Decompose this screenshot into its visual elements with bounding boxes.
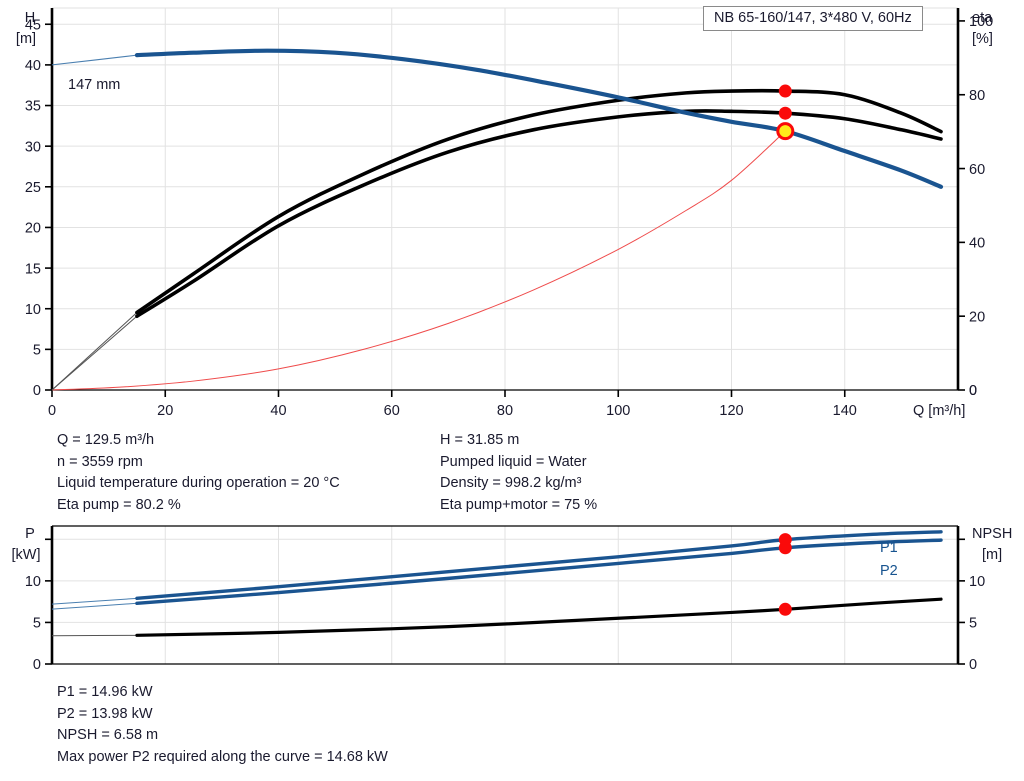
p-axis-title: P	[25, 526, 35, 542]
h-tick-label: 40	[25, 58, 41, 74]
power-npsh-chart: 0 5 10 0 5 10 P [kW] NPSH [m] P1 P2	[0, 516, 1024, 678]
eta-pump-motor-curve	[135, 109, 943, 318]
p1-curve	[135, 530, 943, 601]
top-tick-marks	[45, 20, 965, 397]
q-tick-label: 100	[606, 403, 630, 419]
top-axis-labels: 0 5 10 15 20 25 30 35 40 45 0 20 40 60 80 100 0 20 40 60 80 1…	[16, 10, 993, 419]
q-tick-label: 120	[719, 403, 743, 419]
power-summary-line: Max power P2 required along the curve = …	[57, 748, 388, 765]
operating-point-head[interactable]	[776, 122, 795, 141]
h-tick-label: 25	[25, 180, 41, 196]
summary-line: Liquid temperature during operation = 20…	[57, 475, 340, 491]
eta-zero-label: 0	[969, 383, 977, 399]
npsh-tick-label: 5	[969, 616, 977, 632]
impeller-diameter-label: 147 mm	[68, 77, 120, 93]
power-summary-column: P1 = 14.96 kW P2 = 13.98 kW NPSH = 6.58 …	[57, 682, 388, 768]
eta-axis-title: eta	[972, 10, 993, 26]
head-curve-thin	[51, 54, 138, 66]
summary-line: n = 3559 rpm	[57, 453, 143, 470]
power-summary-line: NPSH = 6.58 m	[57, 727, 159, 743]
power-summary-line: P1 = 14.96 kW	[57, 684, 153, 700]
eta-tick-label: 0	[969, 383, 977, 399]
summary-line: Eta pump = 80.2 %	[57, 496, 181, 513]
p2-curve-thin	[51, 602, 137, 610]
summary-left-column: Q = 129.5 m³/h n = 3559 rpm Liquid tempe…	[57, 430, 340, 516]
operating-point-eta-pump[interactable]	[778, 84, 792, 98]
eta-pump-curve-thin	[51, 312, 138, 391]
h-tick-label: 0	[33, 383, 41, 399]
npsh-trend-curve	[51, 130, 786, 391]
h-tick-label: 15	[25, 261, 41, 277]
h-tick-label: 10	[25, 302, 41, 318]
eta-tick-label: 20	[969, 309, 985, 325]
summary-line: Eta pump+motor = 75 %	[440, 496, 598, 513]
p1-curve-thin	[51, 597, 137, 605]
p1-series-label: P1	[880, 540, 898, 556]
power-summary-line: P2 = 13.98 kW	[57, 705, 153, 722]
head-curve	[134, 48, 944, 189]
npsh-curve	[135, 597, 943, 637]
q-tick-label: 20	[157, 403, 173, 419]
eta-axis-unit: [%]	[972, 31, 993, 47]
npsh-axis-unit: [m]	[982, 547, 1002, 563]
operating-point-eta-pump-motor[interactable]	[778, 106, 792, 120]
eta-pump-curve	[135, 88, 943, 315]
head-eta-chart: 0 5 10 15 20 25 30 35 40 45 0 20 40 60 80 100 0 20 40 60 80 1…	[16, 6, 993, 419]
power-summary: P1 = 14.96 kW P2 = 13.98 kW NPSH = 6.58 …	[0, 680, 1024, 775]
eta-tick-label: 40	[969, 236, 985, 252]
summary-line: Pumped liquid = Water	[440, 453, 587, 470]
eta-tick-label: 100	[969, 14, 993, 30]
operating-point-npsh[interactable]	[778, 602, 792, 616]
h-tick-label: 30	[25, 139, 41, 155]
h-tick-label: 20	[25, 221, 41, 237]
bottom-operating-points[interactable]	[778, 533, 792, 616]
h-axis-unit: [m]	[16, 31, 36, 47]
npsh-tick-label: 10	[969, 574, 985, 590]
summary-line: Density = 998.2 kg/m³	[440, 475, 582, 491]
npsh-axis-title: NPSH	[972, 526, 1012, 542]
h-tick-label: 35	[25, 99, 41, 115]
q-tick-label: 60	[384, 403, 400, 419]
h-tick-label: 5	[33, 343, 41, 359]
h-axis-title: H	[25, 10, 35, 26]
p-tick-label: 0	[33, 657, 41, 673]
npsh-tick-label: 0	[969, 657, 977, 673]
bottom-curves	[51, 530, 943, 637]
p2-curve	[135, 538, 943, 606]
p-axis-unit: [kW]	[12, 547, 41, 563]
eta-tick-label: 60	[969, 162, 985, 178]
summary-right-column: H = 31.85 m Pumped liquid = Water Densit…	[440, 430, 597, 516]
q-tick-label: 140	[833, 403, 857, 419]
p-tick-label: 5	[33, 616, 41, 632]
top-gridlines	[52, 7, 958, 391]
q-axis-title: Q [m³/h]	[913, 403, 965, 419]
bottom-axis-labels: 0 5 10 0 5 10 P [kW] NPSH [m] P1 P2	[12, 526, 1013, 673]
chart-title-box: NB 65-160/147, 3*480 V, 60Hz	[703, 6, 923, 31]
p-tick-label: 10	[25, 574, 41, 590]
top-operating-points[interactable]	[776, 84, 795, 141]
summary-line: H = 31.85 m	[440, 432, 520, 448]
h-tick-label: 45	[25, 17, 41, 33]
head-eta-chart-svg: 0 5 10 15 20 25 30 35 40 45 0 20 40 60 80 100 0 20 40 60 80 1…	[16, 7, 993, 419]
operating-point-p2[interactable]	[778, 541, 792, 555]
q-tick-label: 0	[48, 403, 56, 419]
q-tick-label: 80	[497, 403, 513, 419]
p2-series-label: P2	[880, 563, 898, 579]
eta-tick-label: 80	[969, 88, 985, 104]
bottom-tick-marks	[45, 538, 965, 665]
q-tick-label: 40	[270, 403, 286, 419]
power-npsh-chart-svg: 0 5 10 0 5 10 P [kW] NPSH [m] P1 P2	[12, 525, 1013, 673]
top-curves	[51, 48, 944, 391]
summary-line: Q = 129.5 m³/h	[57, 432, 155, 448]
bottom-chart-frame	[50, 525, 960, 665]
operating-point-summary: Q = 129.5 m³/h n = 3559 rpm Liquid tempe…	[0, 428, 1024, 518]
